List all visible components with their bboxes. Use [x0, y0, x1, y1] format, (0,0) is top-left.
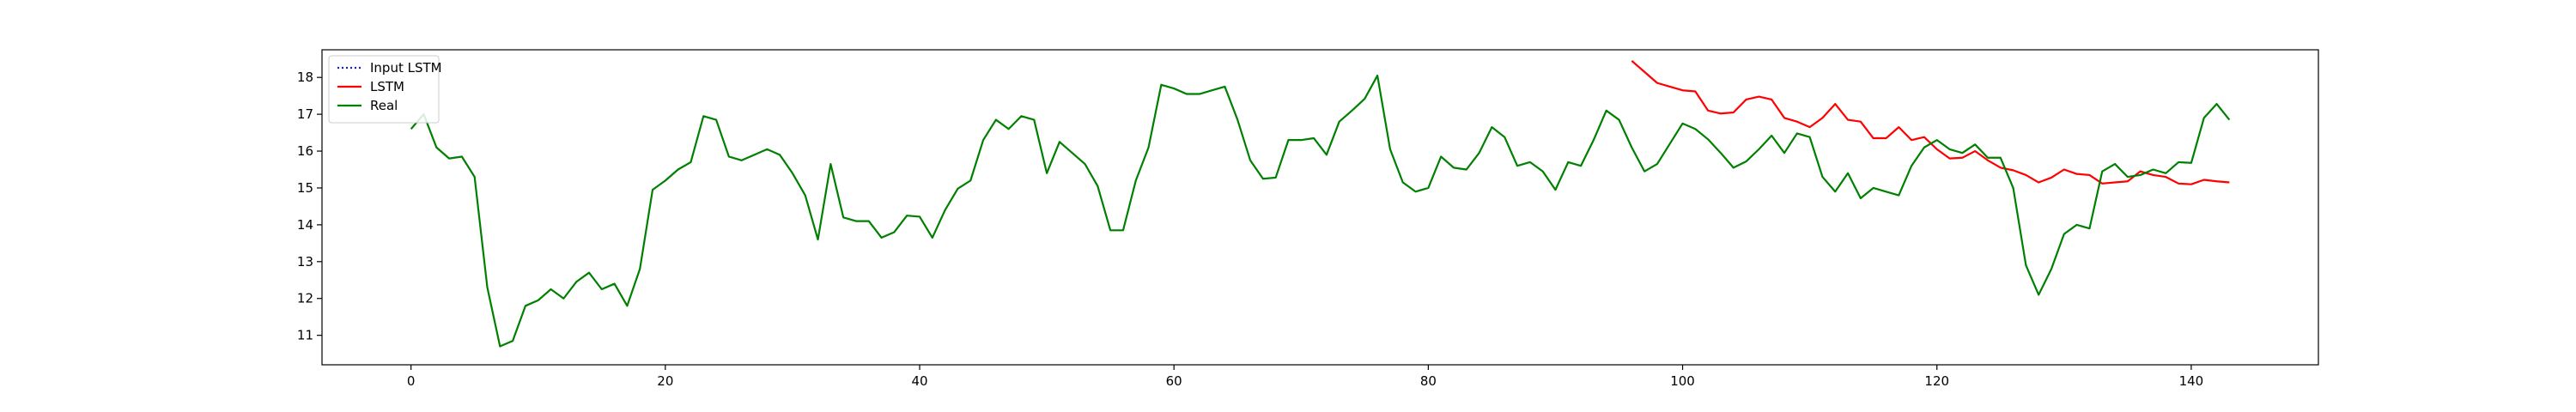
y-tick-label: 14	[297, 217, 313, 233]
y-tick-label: 13	[297, 254, 313, 270]
y-tick-label: 16	[297, 143, 313, 159]
x-tick-label: 80	[1420, 373, 1437, 389]
y-tick-label: 12	[297, 291, 313, 306]
y-tick-label: 15	[297, 180, 313, 196]
legend-label: Real	[370, 98, 398, 113]
legend-label: LSTM	[370, 79, 404, 94]
y-tick-label: 11	[297, 328, 313, 343]
x-tick-label: 60	[1166, 373, 1182, 389]
x-tick-label: 100	[1670, 373, 1695, 389]
x-tick-label: 120	[1924, 373, 1949, 389]
legend-label: Input LSTM	[370, 60, 442, 76]
series-line-real	[410, 74, 2231, 348]
y-tick-label: 17	[297, 106, 313, 122]
legend: Input LSTM LSTM Real	[328, 55, 442, 124]
x-tick-label: 0	[407, 373, 416, 389]
x-tick-label: 20	[657, 373, 673, 389]
axes-frame	[321, 49, 2319, 366]
x-tick-label: 140	[2179, 373, 2204, 389]
plot-area	[322, 50, 2318, 365]
series-group	[410, 60, 2231, 348]
x-tick-label: 40	[911, 373, 927, 389]
plot-background	[322, 50, 2318, 365]
axes: 0 20 40 60 80 100 120 140 11 12 13 14 15 16 17 18	[297, 49, 2319, 389]
y-tick-label: 18	[297, 70, 313, 85]
